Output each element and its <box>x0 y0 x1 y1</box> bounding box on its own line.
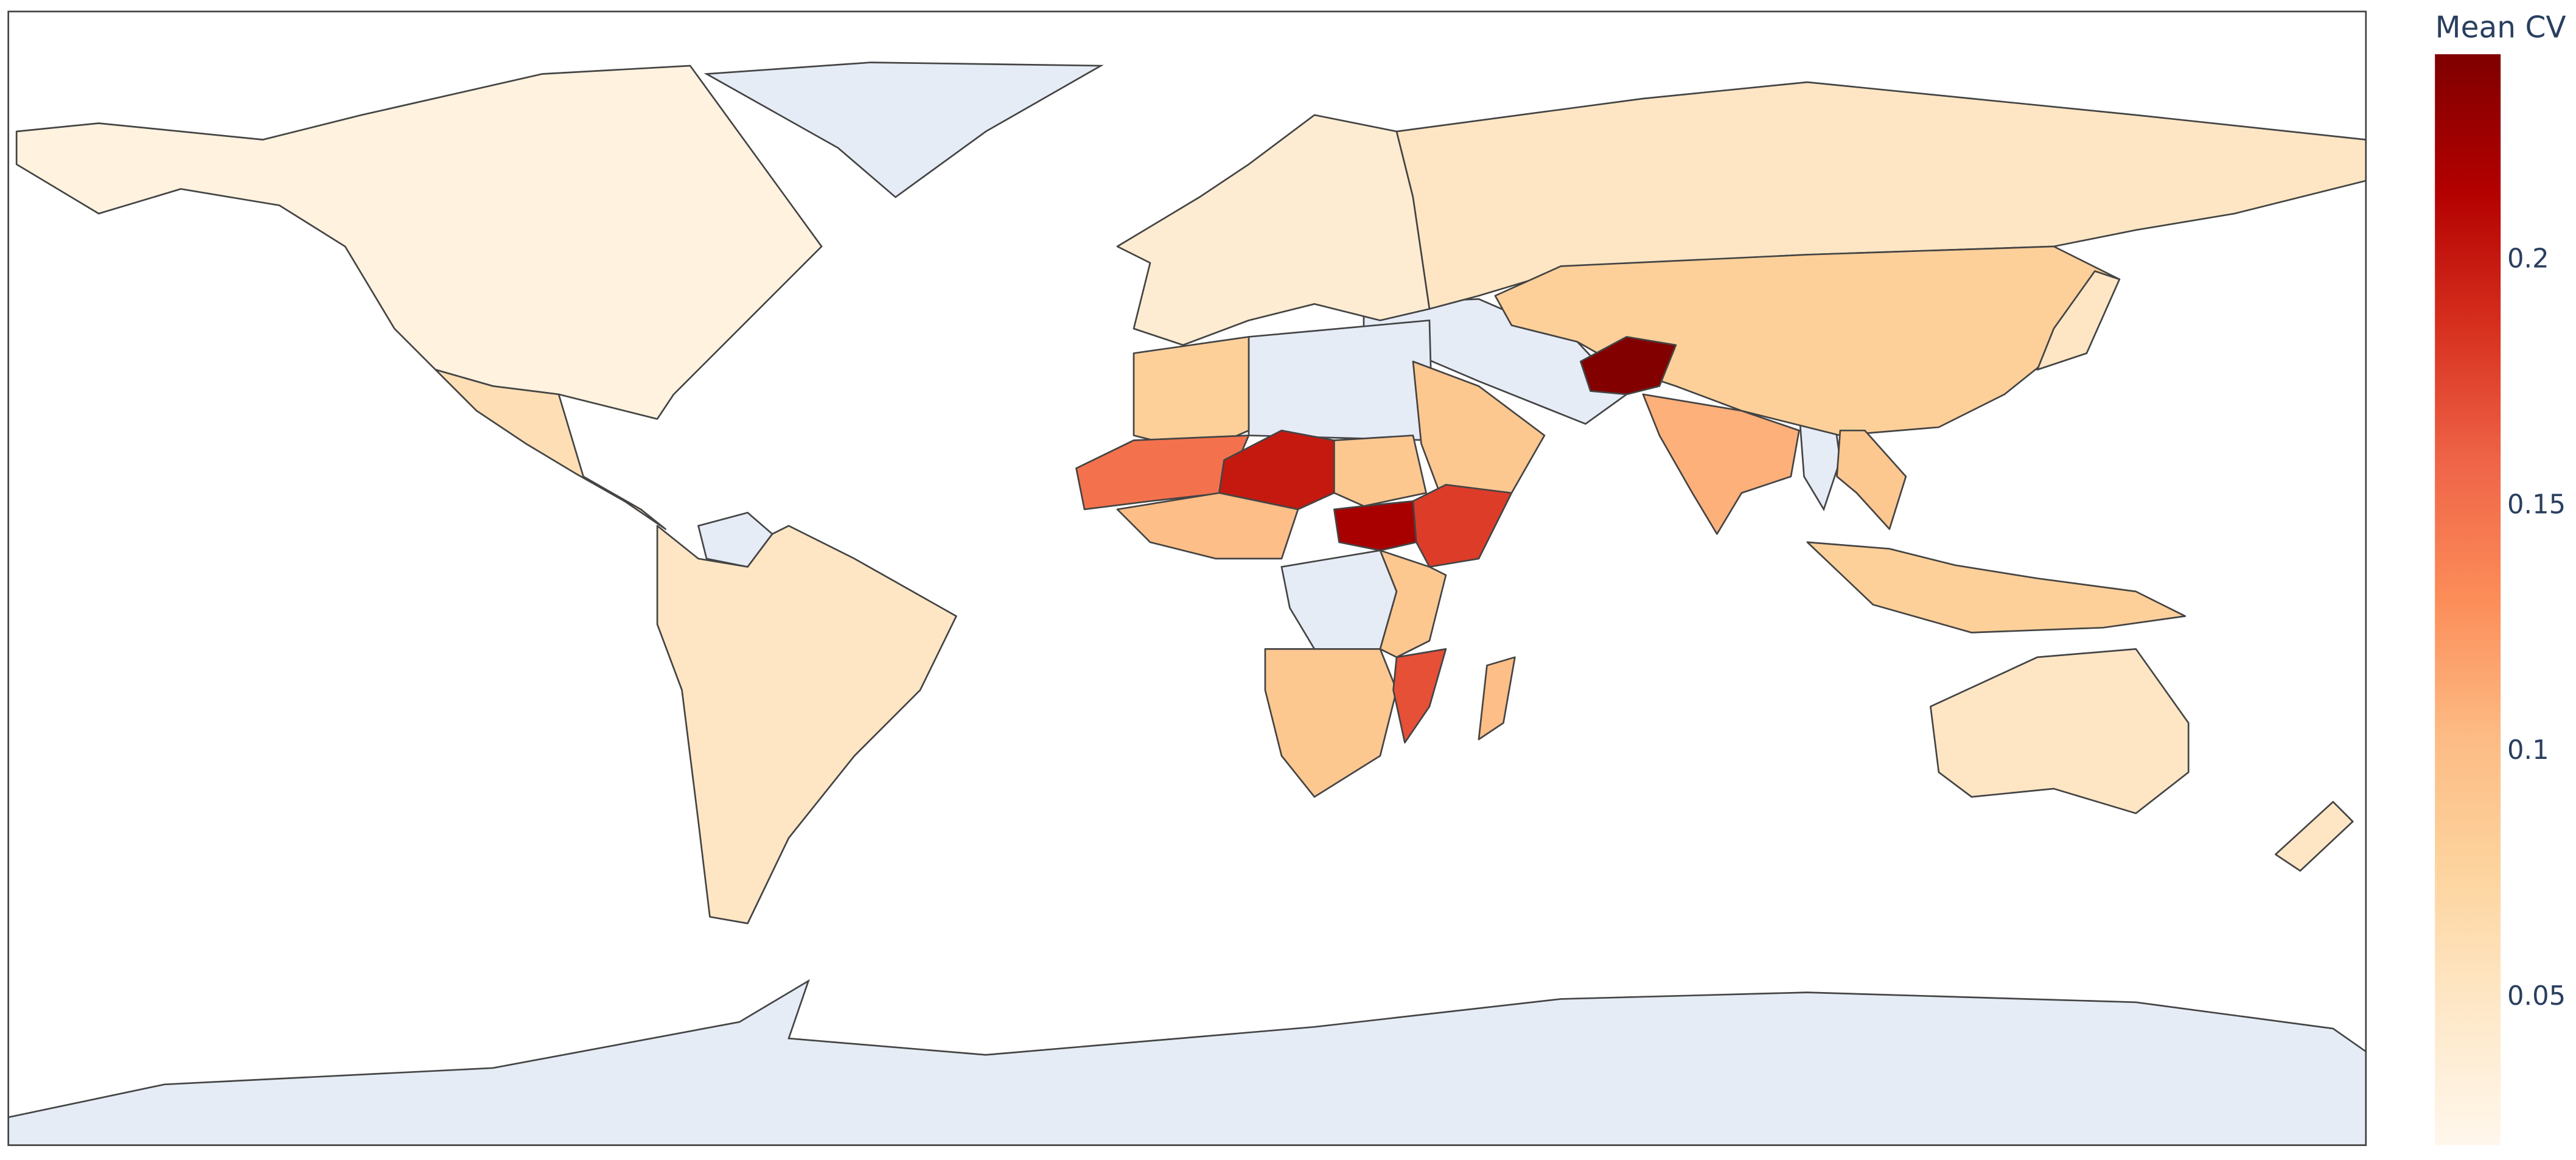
country-region <box>1478 656 1516 741</box>
country-region <box>1494 245 2121 436</box>
country-region <box>1836 429 1907 530</box>
no-data-region <box>703 61 1104 198</box>
country-region <box>1412 484 1513 568</box>
country-region <box>2036 270 2121 371</box>
colorbar-tick-label: 0.15 <box>2507 489 2566 520</box>
country-region <box>1392 648 1447 744</box>
country-region <box>1642 393 1800 535</box>
colorbar-tick-label: 0.2 <box>2507 244 2549 274</box>
country-region <box>15 65 823 420</box>
colorbar-tick-label: 0.05 <box>2507 981 2566 1012</box>
country-region <box>435 369 666 530</box>
country-region <box>1116 492 1299 560</box>
country-region <box>1116 114 1431 346</box>
country-region <box>1133 336 1250 453</box>
country-region <box>656 525 957 924</box>
country-region <box>1333 500 1417 551</box>
no-data-region <box>8 979 2366 1145</box>
country-region <box>1930 648 2190 814</box>
no-data-region <box>1248 319 1434 441</box>
country-region <box>1333 435 1427 507</box>
colorbar-title: Mean CV <box>2435 11 2566 45</box>
country-region <box>1395 81 2366 310</box>
colorbar <box>2435 54 2501 1145</box>
country-region <box>1806 541 2187 634</box>
country-region <box>2274 801 2354 872</box>
colorbar-tick-label: 0.1 <box>2507 735 2549 766</box>
country-region <box>1579 336 1677 396</box>
no-data-regions <box>8 61 2366 1145</box>
land-layer <box>8 61 2366 1145</box>
map-frame <box>7 10 2367 1147</box>
country-region <box>1379 550 1447 659</box>
country-region <box>1264 648 1398 798</box>
no-data-region <box>1280 549 1398 650</box>
